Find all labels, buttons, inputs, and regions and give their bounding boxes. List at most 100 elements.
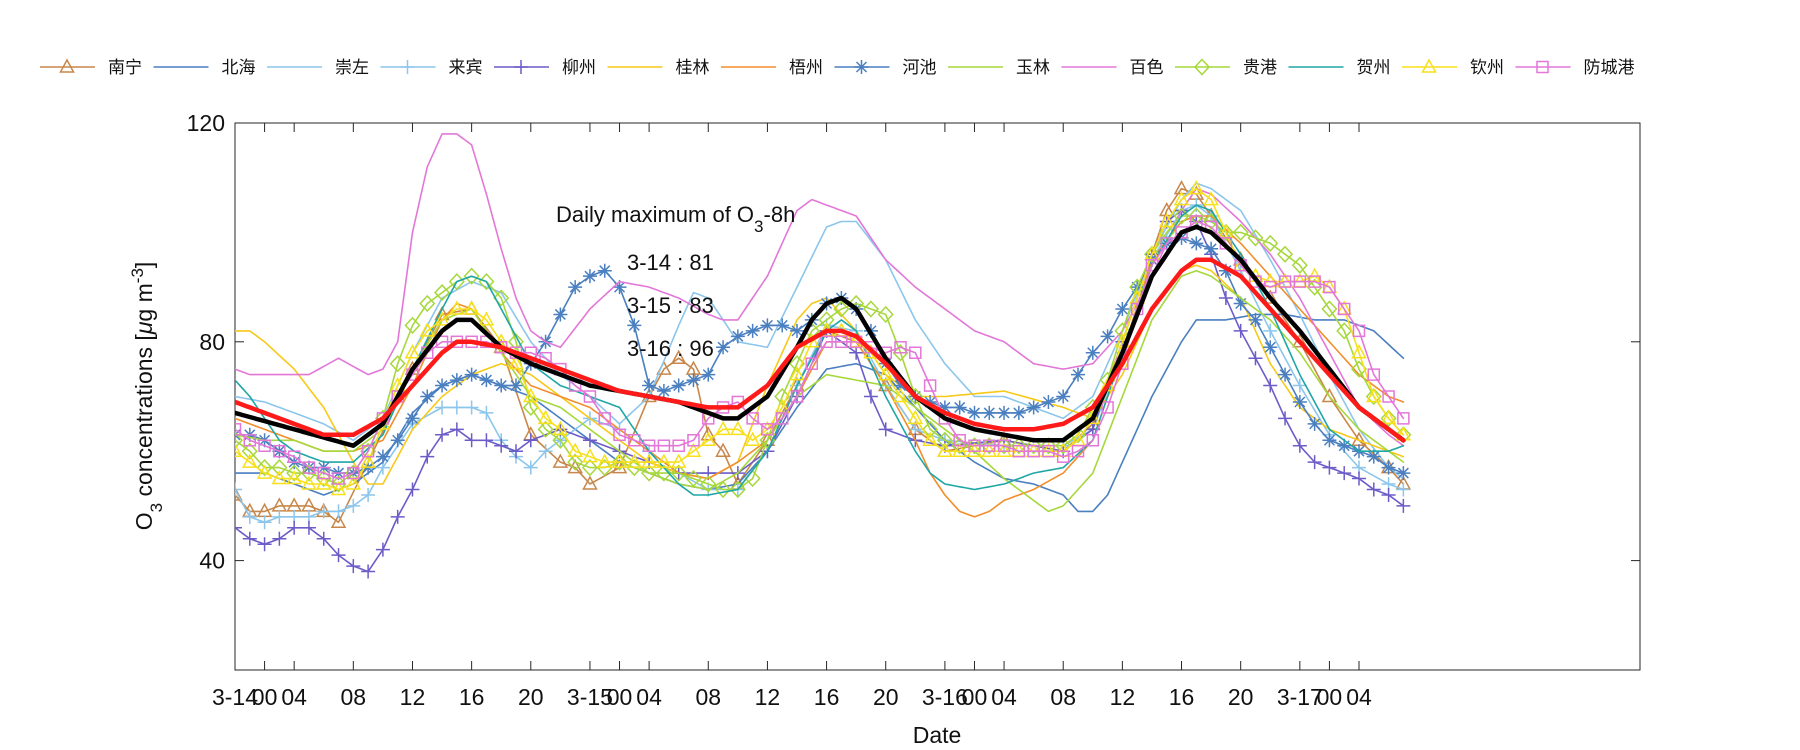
data-point (346, 559, 361, 574)
legend-label: 玉林 (1016, 58, 1050, 77)
data-point (1085, 345, 1100, 360)
data-point (997, 439, 1011, 452)
data-point (1158, 212, 1175, 228)
data-point (1247, 229, 1264, 247)
data-point (243, 434, 257, 447)
data-point (981, 442, 998, 457)
data-point (759, 431, 776, 449)
data-point (1306, 278, 1323, 296)
data-point (1086, 434, 1100, 447)
data-point (657, 439, 671, 452)
legend-marker (514, 60, 528, 74)
data-point (790, 390, 804, 403)
legend-label: 河池 (903, 58, 937, 77)
data-point (1382, 390, 1395, 403)
data-point (700, 431, 717, 447)
data-point (1203, 212, 1220, 231)
data-point (1027, 444, 1040, 458)
data-point (1248, 351, 1263, 366)
data-point (922, 431, 938, 447)
data-point (435, 378, 450, 393)
data-point (258, 439, 271, 452)
series-line (235, 182, 1405, 480)
legend-label: 贺州 (1357, 58, 1391, 77)
data-point (390, 509, 405, 524)
data-point (1263, 378, 1278, 393)
x-tick-label: 12 (1110, 684, 1136, 710)
data-point (493, 289, 510, 307)
x-tick-label: 3-14 (212, 684, 258, 710)
data-point (596, 453, 613, 468)
data-point (670, 453, 687, 468)
data-point (1012, 444, 1026, 458)
data-point (1307, 455, 1322, 470)
data-point (235, 520, 242, 535)
data-point (271, 469, 288, 485)
data-point (1100, 329, 1115, 344)
data-point (286, 464, 303, 482)
daily-max-annotation: Daily maximum of O3-8h 3-14 : 81 3-15 : … (556, 202, 795, 361)
data-point (509, 444, 523, 459)
legend-marker (1193, 58, 1211, 76)
series-2 (235, 182, 1405, 480)
x-tick-label: 16 (459, 684, 485, 710)
legend-marker (59, 58, 75, 73)
annotation-title-sub: 3 (754, 217, 763, 236)
data-point (1367, 368, 1381, 381)
data-point (1278, 411, 1293, 426)
data-point (1056, 389, 1071, 404)
data-point (849, 345, 864, 360)
data-point (893, 378, 908, 393)
data-point (463, 267, 480, 285)
x-tick-label: 16 (1169, 684, 1195, 710)
data-point (626, 453, 643, 468)
legend-item: 贵港 (1175, 58, 1277, 77)
data-point (715, 420, 731, 436)
data-point (1293, 275, 1307, 288)
data-point (1292, 438, 1307, 453)
data-point (494, 438, 509, 453)
data-point (552, 431, 569, 449)
legend-label: 南宁 (108, 58, 142, 77)
data-point (1336, 322, 1353, 340)
data-point (730, 420, 746, 436)
series-line (235, 215, 1405, 491)
data-point (1233, 323, 1248, 338)
legend-label: 崇左 (335, 58, 369, 77)
legend-item: 柳州 (494, 58, 596, 77)
data-point (685, 469, 702, 488)
data-point (315, 469, 332, 488)
data-point (390, 433, 405, 448)
x-tick-label: 20 (518, 684, 544, 710)
data-point (302, 461, 316, 474)
legend-item: 梧州 (721, 58, 823, 77)
data-point (479, 373, 494, 388)
data-point (582, 475, 598, 490)
y-label-mid: concentrations [ (131, 334, 157, 503)
data-point (1026, 400, 1041, 415)
x-tick-label: 00 (607, 684, 633, 710)
data-point (360, 453, 376, 468)
legend-item: 贺州 (1288, 58, 1391, 77)
data-point (1042, 444, 1055, 458)
data-point (235, 482, 242, 497)
y-axis-ticks: 40 80 120 (187, 110, 1640, 574)
data-point (820, 335, 833, 349)
data-point (1173, 191, 1190, 206)
data-point (1291, 256, 1308, 274)
data-point (434, 283, 451, 302)
data-point (449, 300, 465, 315)
data-point (1292, 394, 1307, 409)
data-point (805, 357, 819, 370)
legend-label: 柳州 (562, 58, 596, 77)
data-point (701, 367, 716, 382)
data-point (598, 412, 611, 425)
data-point (361, 564, 376, 579)
data-point (627, 318, 642, 333)
data-point (1366, 387, 1382, 403)
data-point (331, 548, 346, 563)
data-point (235, 423, 242, 436)
data-point (331, 504, 346, 519)
data-point (670, 464, 687, 482)
